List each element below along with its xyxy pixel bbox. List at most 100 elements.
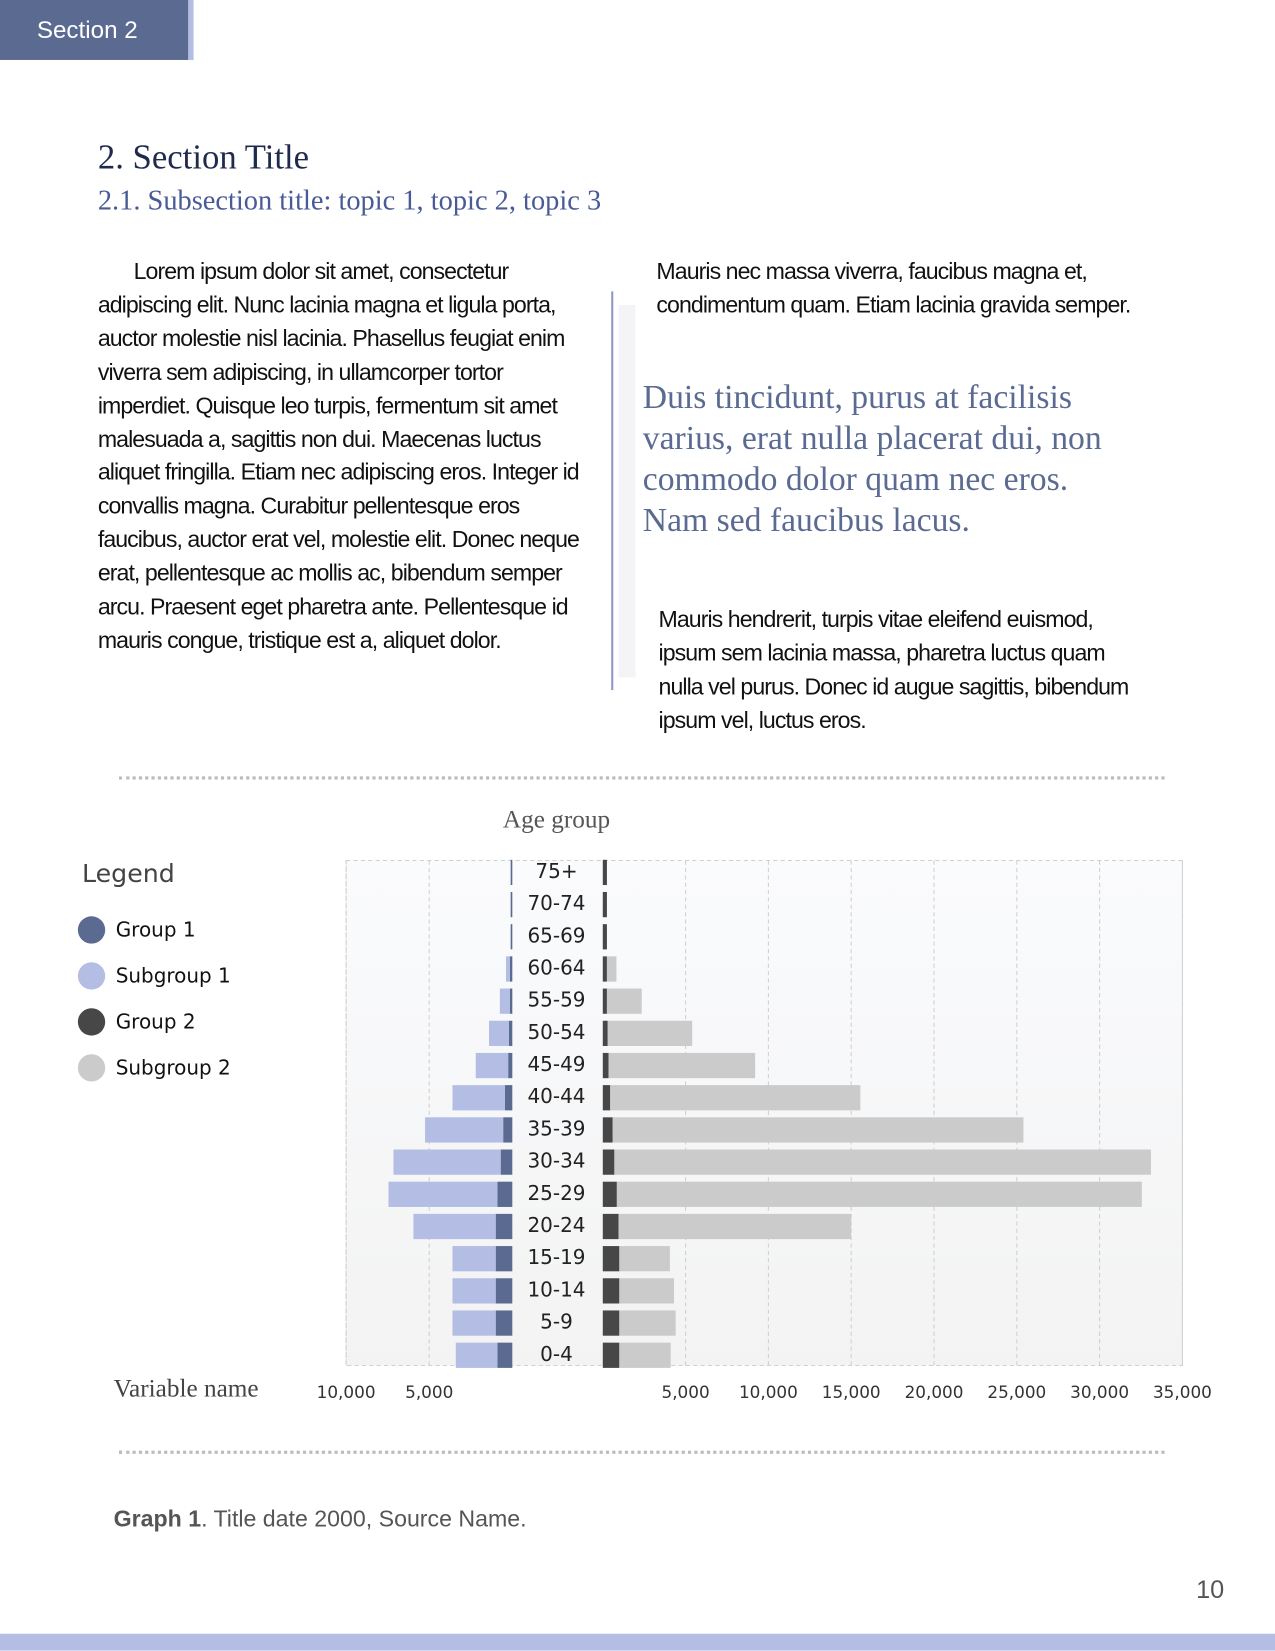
x-tick-label: 5,000 xyxy=(405,1382,453,1402)
bar xyxy=(602,1181,617,1207)
bar xyxy=(602,1052,609,1079)
bar xyxy=(499,988,510,1014)
bar xyxy=(393,1149,501,1175)
x-tick-label: 10,000 xyxy=(739,1382,798,1402)
bar xyxy=(614,1149,1151,1175)
x-tick-label: 35,000 xyxy=(1153,1382,1212,1402)
y-tick-label: 50-54 xyxy=(527,1020,585,1044)
legend-label: Group 2 xyxy=(116,1009,196,1033)
bar xyxy=(618,1213,852,1240)
y-tick-label: 20-24 xyxy=(527,1213,585,1237)
section-label: Section 2 xyxy=(36,15,138,44)
page-number: 10 xyxy=(1196,1575,1225,1605)
bar xyxy=(510,891,513,918)
bar xyxy=(425,1117,504,1143)
bar xyxy=(612,1117,1024,1143)
bar xyxy=(452,1278,496,1304)
bar xyxy=(452,1246,496,1272)
legend-label: Group 1 xyxy=(116,918,196,942)
y-tick-label: 60-64 xyxy=(527,955,585,979)
bar xyxy=(602,988,607,1014)
bar xyxy=(508,1052,513,1079)
bar xyxy=(509,988,513,1014)
legend-label: Subgroup 1 xyxy=(116,963,231,987)
legend-marker xyxy=(77,1008,106,1036)
body-paragraph: Mauris nec massa viverra, faucibus magna… xyxy=(656,257,1131,318)
body-paragraph: Mauris hendrerit, turpis vitae eleifend … xyxy=(658,605,1130,733)
x-axis-label: Variable name xyxy=(114,1376,259,1403)
bar xyxy=(607,1020,693,1046)
bar xyxy=(619,1310,676,1336)
bar xyxy=(495,1246,513,1272)
bar xyxy=(455,1342,498,1368)
bar xyxy=(602,1020,608,1046)
bar xyxy=(508,1020,513,1046)
y-tick-label: 0-4 xyxy=(540,1342,573,1366)
y-tick-label: 30-34 xyxy=(527,1149,585,1173)
x-tick-label: 5,000 xyxy=(661,1382,709,1402)
bar xyxy=(602,1342,620,1368)
bar xyxy=(602,956,607,982)
y-tick-label: 5-9 xyxy=(540,1310,573,1334)
divider xyxy=(118,776,1165,780)
bar xyxy=(619,1342,671,1368)
bar xyxy=(602,1085,611,1111)
bar xyxy=(602,859,607,886)
y-tick-label: 10-14 xyxy=(527,1277,585,1301)
bar xyxy=(452,1085,505,1111)
bar xyxy=(608,1052,756,1079)
bar xyxy=(503,1117,513,1143)
x-tick-label: 15,000 xyxy=(822,1382,881,1402)
pull-quote: Duis tincidunt, purus at facilisis variu… xyxy=(642,377,1102,539)
caption-label: Graph 1 xyxy=(113,1505,202,1532)
y-tick-label: 70-74 xyxy=(527,891,585,915)
legend-marker xyxy=(77,1054,106,1082)
bar xyxy=(489,1020,509,1046)
bar xyxy=(602,1213,619,1240)
bar xyxy=(495,1278,513,1304)
bar xyxy=(509,956,513,982)
y-tick-label: 25-29 xyxy=(527,1181,585,1205)
bar xyxy=(606,956,617,982)
bar xyxy=(602,1246,620,1272)
bar xyxy=(602,891,607,918)
chart-title: Age group xyxy=(503,806,610,833)
bar xyxy=(602,1310,620,1336)
bar xyxy=(510,924,513,950)
bar xyxy=(495,1213,513,1240)
bar xyxy=(619,1278,674,1304)
legend-title: Legend xyxy=(82,859,175,888)
subsection-title: 2.1. Subsection title: topic 1, topic 2,… xyxy=(97,184,602,216)
bar xyxy=(452,1310,496,1336)
bar xyxy=(388,1181,498,1207)
y-tick-label: 55-59 xyxy=(527,988,585,1012)
bar xyxy=(495,1310,513,1336)
y-tick-label: 35-39 xyxy=(527,1116,585,1140)
bar xyxy=(475,1052,509,1079)
x-tick-label: 25,000 xyxy=(987,1382,1046,1402)
quote-band xyxy=(618,305,636,678)
bar xyxy=(500,1149,513,1175)
x-tick-label: 10,000 xyxy=(317,1382,376,1402)
bar xyxy=(610,1085,861,1111)
bar xyxy=(510,859,513,886)
section-title: 2. Section Title xyxy=(97,138,310,177)
x-tick-label: 30,000 xyxy=(1070,1382,1129,1402)
legend-marker xyxy=(77,916,106,944)
bar xyxy=(606,988,642,1014)
footer-band xyxy=(0,1633,1275,1651)
bar xyxy=(413,1213,496,1240)
y-tick-label: 15-19 xyxy=(527,1245,585,1269)
bar xyxy=(602,1149,615,1175)
legend-marker xyxy=(77,962,106,990)
bar xyxy=(602,1117,613,1143)
caption: Graph 1. Title date 2000, Source Name. xyxy=(114,1505,527,1532)
bar xyxy=(602,924,607,950)
bar xyxy=(619,1246,670,1272)
quote-rule xyxy=(611,291,614,691)
bar xyxy=(505,956,510,982)
legend-label: Subgroup 2 xyxy=(116,1055,231,1079)
y-tick-label: 40-44 xyxy=(527,1084,585,1108)
